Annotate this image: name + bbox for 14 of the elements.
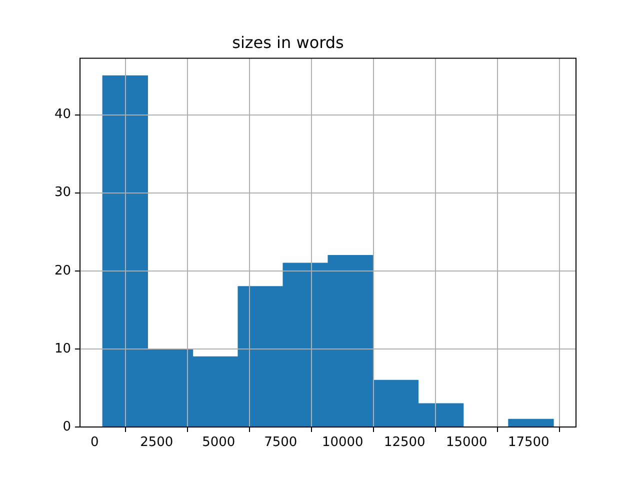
x-tick-label: 17500 (508, 435, 550, 450)
y-tick-label: 30 (54, 185, 71, 200)
chart-title: sizes in words (232, 32, 344, 52)
x-tick-label: 2500 (140, 435, 174, 450)
x-tick-label: 12500 (384, 435, 426, 450)
y-tick-label: 10 (54, 341, 71, 356)
x-tick-label: 10000 (322, 435, 364, 450)
x-tick-label: 0 (90, 435, 99, 450)
x-tick-label: 15000 (446, 435, 488, 450)
x-tick-label: 7500 (264, 435, 298, 450)
x-tick-label: 5000 (202, 435, 236, 450)
y-tick-label: 20 (54, 263, 71, 278)
y-tick-label: 40 (54, 107, 71, 122)
y-tick-label: 0 (62, 419, 71, 434)
